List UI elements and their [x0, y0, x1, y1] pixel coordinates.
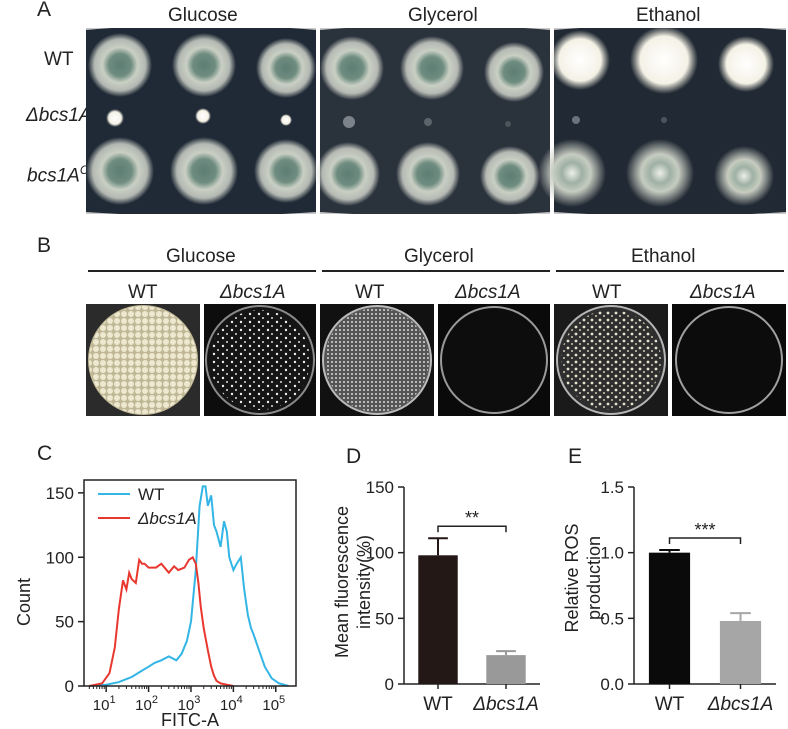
panel-c-ylabel: Count — [14, 578, 34, 626]
legend-label-wt: WT — [138, 485, 164, 504]
y-tick-label-0: 0.0 — [600, 675, 624, 694]
panel-a-condition-ethanol: Ethanol — [636, 5, 701, 26]
significance-bracket — [668, 537, 742, 545]
panel-c-plot-frame — [83, 479, 297, 687]
panel-b-divider-glucose — [88, 270, 316, 272]
panel-b-condition-glycerol: Glycerol — [404, 246, 474, 267]
category-label-1: Δbcs1A — [472, 694, 539, 715]
panel-b-strain-label-6: Δbcs1A — [690, 282, 756, 303]
panel-e-ylabel-line-2: production — [584, 536, 604, 620]
x-tick-label-1: 102 — [135, 694, 158, 714]
panel-c-letter: C — [37, 442, 53, 465]
x-tick-label-4: 105 — [262, 694, 285, 714]
bar-1 — [719, 620, 762, 684]
panel-b-condition-ethanol: Ethanol — [631, 246, 696, 267]
significance-label: ** — [465, 508, 479, 528]
panel-d-ylabel-line-2: intensity(%) — [354, 535, 374, 629]
panel-b-strain-label-4: Δbcs1A — [455, 282, 521, 303]
y-tick-label-2: 100 — [366, 544, 394, 563]
panel-a-condition-glycerol: Glycerol — [408, 5, 478, 26]
y-tick-label-1: 50 — [55, 613, 74, 632]
panel-c-xlabel: FITC-A — [161, 710, 219, 729]
panel-a-row-label-mutant: Δbcs1A — [26, 105, 92, 126]
series-line-1 — [89, 555, 234, 687]
panel-b-condition-glucose: Glucose — [166, 246, 236, 267]
significance-bracket — [437, 525, 507, 533]
y-tick-label-2: 100 — [46, 548, 74, 567]
panel-d-letter: D — [346, 445, 362, 468]
panel-e-chart: Relative ROS production 0.0 0.5 1.0 1.5 WT Δb… — [562, 478, 776, 715]
y-tick-label-3: 150 — [366, 478, 394, 497]
panel-e-ylabel-line-1: Relative ROS — [562, 523, 582, 632]
y-tick-label-3: 150 — [46, 484, 74, 503]
significance-label: *** — [694, 520, 715, 540]
category-label-0: WT — [655, 694, 685, 715]
panel-a-plates — [86, 28, 786, 214]
y-tick-label-1: 50 — [375, 609, 394, 628]
x-tick-label-3: 104 — [220, 694, 243, 714]
panel-b-divider-ethanol — [556, 270, 784, 272]
panel-c-chart: 0 50 100 150 101 102 103 104 105 Count FITC-A W… — [14, 479, 297, 729]
bar-1 — [486, 655, 526, 684]
panel-d-chart: Mean fluorescence intensity(%) 0 50 100 150… — [332, 478, 540, 715]
x-tick-label-0: 101 — [93, 694, 116, 714]
series-line-0 — [89, 485, 289, 687]
panel-b-strain-label-1: WT — [128, 282, 158, 303]
y-tick-label-0: 0 — [385, 675, 394, 694]
panel-a-letter: A — [37, 0, 52, 21]
panel-b-plates — [86, 304, 786, 416]
category-label-1: Δbcs1A — [707, 694, 774, 715]
panel-a-row-label-complemented: bcs1AC — [27, 163, 89, 187]
y-tick-label-0: 0 — [65, 677, 74, 696]
category-label-0: WT — [423, 694, 453, 715]
panel-b-strain-label-5: WT — [592, 282, 622, 303]
bar-0 — [648, 552, 691, 684]
y-tick-label-3: 1.5 — [600, 478, 624, 497]
panel-b-strain-label-2: Δbcs1A — [220, 282, 286, 303]
panel-a-condition-glucose: Glucose — [168, 5, 238, 26]
panel-b-divider-glycerol — [322, 270, 550, 272]
panel-b-strain-label-3: WT — [355, 282, 385, 303]
panel-d-ylabel-line-1: Mean fluorescence — [332, 506, 352, 658]
y-tick-label-2: 1.0 — [600, 544, 624, 563]
y-tick-label-1: 0.5 — [600, 609, 624, 628]
panel-b-letter: B — [37, 234, 52, 257]
x-tick-label-2: 103 — [178, 694, 201, 714]
panel-e-letter: E — [568, 445, 583, 468]
panel-a-row-label-wt: WT — [44, 49, 74, 70]
legend-label-mutant: Δbcs1A — [137, 509, 197, 528]
bar-0 — [418, 555, 458, 684]
